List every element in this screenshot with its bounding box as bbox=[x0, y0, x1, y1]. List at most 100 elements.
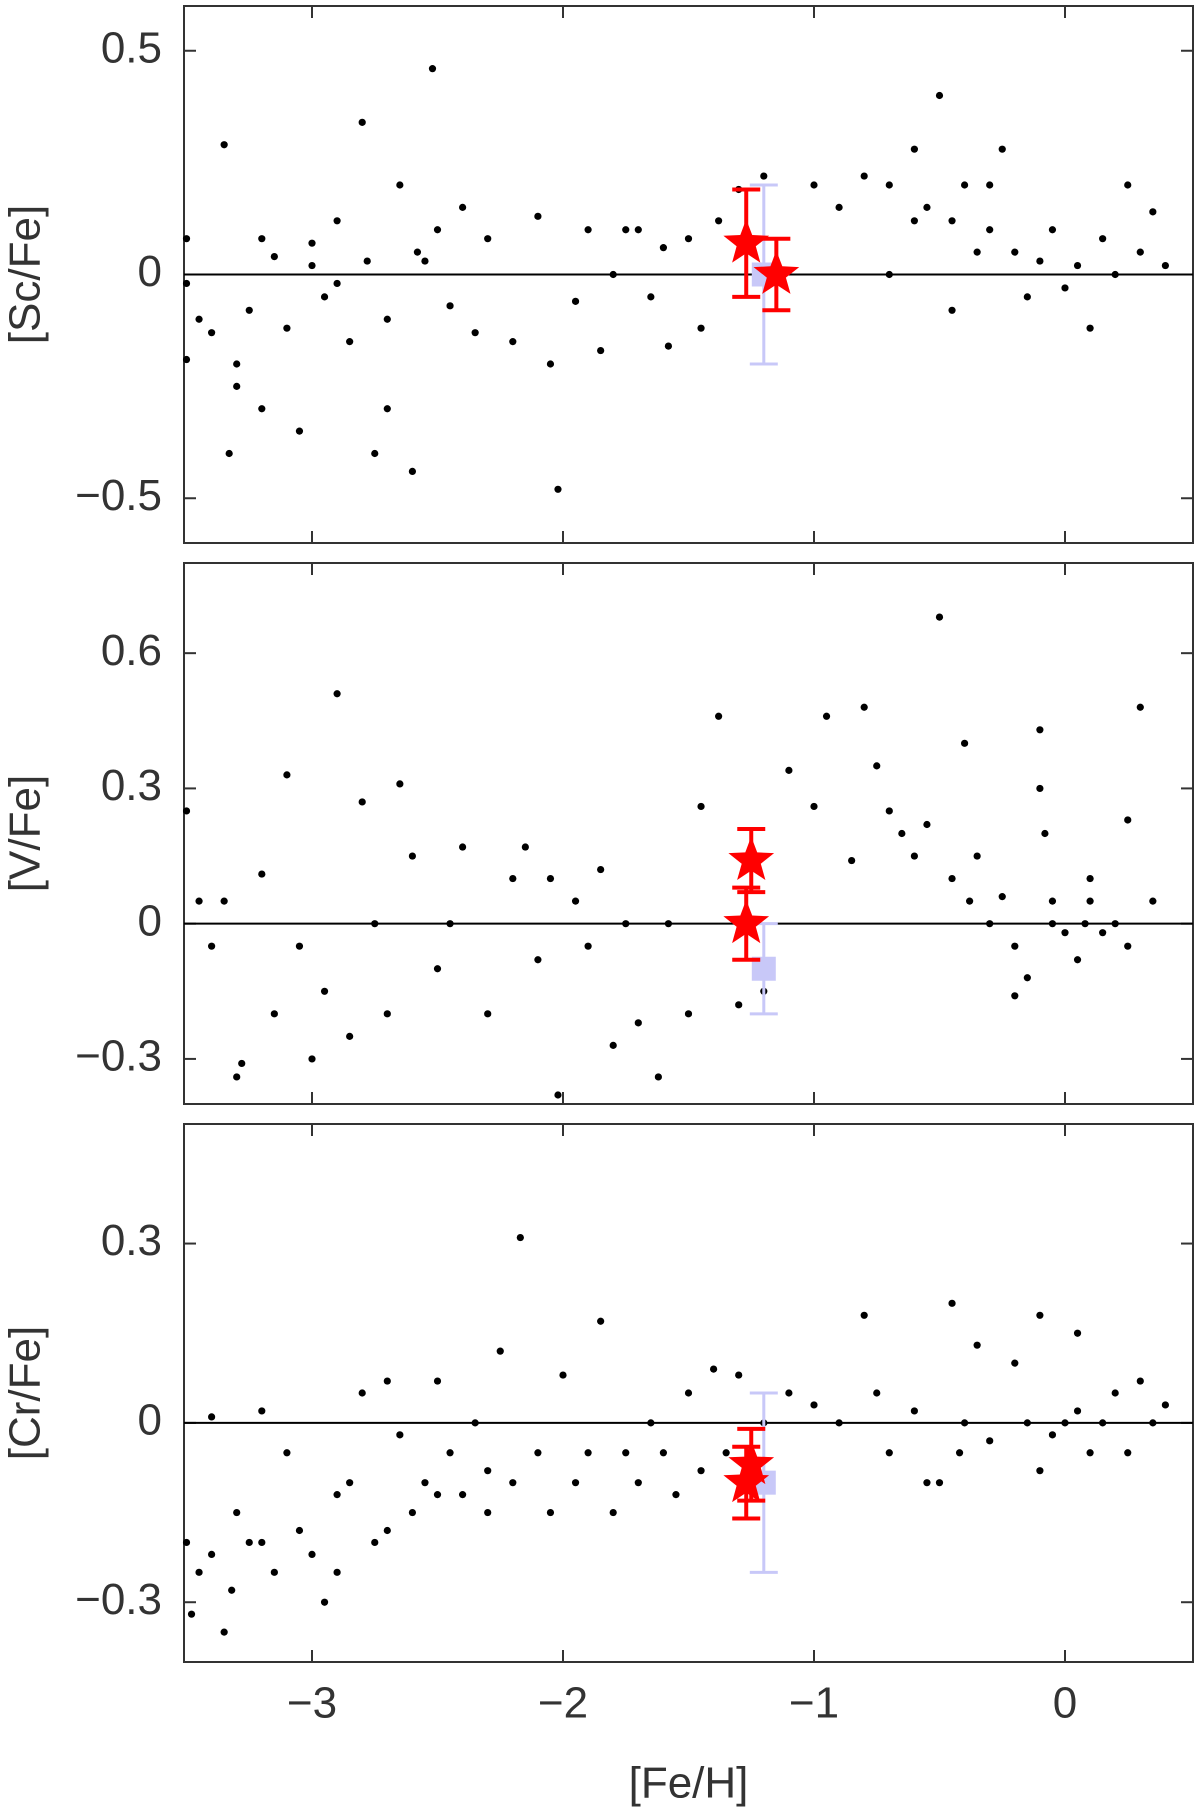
data-point bbox=[484, 1467, 492, 1475]
data-point bbox=[308, 239, 316, 247]
data-point bbox=[408, 467, 417, 475]
data-point bbox=[584, 226, 592, 234]
data-point bbox=[986, 181, 994, 189]
data-point bbox=[697, 1467, 705, 1475]
data-point bbox=[1086, 897, 1094, 905]
data-point bbox=[516, 1233, 524, 1242]
data-point bbox=[998, 893, 1006, 901]
data-point bbox=[935, 91, 944, 100]
y-tick-label: 0 bbox=[138, 1396, 162, 1445]
data-point bbox=[333, 1491, 341, 1499]
data-point bbox=[1161, 1401, 1169, 1409]
y-axis-label: [Cr/Fe] bbox=[1, 1326, 50, 1460]
y-tick-label: −0.3 bbox=[75, 1032, 162, 1081]
data-point bbox=[208, 329, 216, 337]
data-point bbox=[684, 1389, 693, 1397]
data-point bbox=[1073, 261, 1082, 270]
data-point bbox=[998, 145, 1006, 153]
data-point bbox=[258, 870, 266, 878]
data-point bbox=[182, 1538, 191, 1547]
data-point bbox=[1048, 920, 1057, 928]
data-point bbox=[559, 1371, 567, 1379]
data-point bbox=[709, 1365, 718, 1373]
data-point bbox=[233, 360, 241, 368]
data-point bbox=[383, 1377, 391, 1385]
data-point bbox=[358, 1389, 366, 1397]
data-point bbox=[1048, 1431, 1057, 1439]
data-point bbox=[383, 1526, 391, 1535]
data-point bbox=[647, 1419, 655, 1427]
data-point bbox=[534, 956, 542, 964]
data-point bbox=[220, 141, 228, 149]
data-point bbox=[810, 181, 818, 189]
data-point bbox=[664, 342, 673, 350]
data-point bbox=[735, 1371, 743, 1379]
data-point bbox=[1023, 293, 1031, 301]
data-point bbox=[245, 306, 253, 314]
data-point bbox=[1011, 1359, 1019, 1367]
data-point bbox=[534, 212, 542, 220]
data-point bbox=[860, 172, 868, 180]
data-point bbox=[1136, 1377, 1144, 1385]
data-point bbox=[371, 920, 379, 928]
data-point bbox=[1041, 829, 1049, 838]
data-point bbox=[609, 1508, 617, 1517]
data-point bbox=[383, 315, 391, 323]
data-point bbox=[320, 1598, 329, 1606]
data-point bbox=[1149, 208, 1157, 216]
data-point bbox=[208, 1413, 216, 1421]
data-point bbox=[948, 306, 956, 314]
star-marker bbox=[728, 1440, 775, 1485]
data-point bbox=[634, 226, 642, 234]
y-axis-label: [Sc/Fe] bbox=[1, 205, 50, 344]
data-point bbox=[1111, 1389, 1119, 1397]
data-point bbox=[333, 690, 341, 698]
data-point bbox=[333, 1568, 341, 1576]
data-point bbox=[358, 798, 366, 806]
data-point bbox=[1036, 784, 1044, 793]
data-point bbox=[948, 1299, 956, 1307]
data-point bbox=[986, 920, 994, 928]
data-point bbox=[546, 1508, 555, 1517]
x-tick-label: 0 bbox=[1053, 1679, 1077, 1728]
data-point bbox=[885, 270, 893, 279]
data-point bbox=[245, 1538, 253, 1547]
data-point bbox=[785, 1389, 793, 1397]
data-point bbox=[1124, 1449, 1132, 1457]
data-point bbox=[546, 360, 555, 368]
data-point bbox=[195, 315, 203, 323]
data-point bbox=[659, 244, 668, 252]
data-point bbox=[910, 145, 918, 153]
y-tick-label: −0.5 bbox=[75, 471, 162, 520]
data-point bbox=[571, 1479, 580, 1487]
data-point bbox=[966, 897, 974, 905]
data-point bbox=[1048, 897, 1057, 905]
data-point bbox=[258, 235, 266, 243]
y-tick-label: 0.3 bbox=[101, 761, 162, 810]
data-point bbox=[597, 346, 605, 355]
y-tick-label: 0 bbox=[138, 247, 162, 296]
data-point bbox=[1136, 248, 1144, 256]
data-point bbox=[371, 1538, 379, 1547]
data-point bbox=[684, 1010, 693, 1018]
data-point bbox=[1023, 974, 1031, 982]
data-point bbox=[1099, 235, 1107, 243]
data-point bbox=[885, 181, 893, 189]
data-point bbox=[358, 118, 366, 126]
y-tick-label: 0.5 bbox=[101, 23, 162, 72]
data-point bbox=[1036, 1467, 1044, 1475]
plot-frame bbox=[183, 1123, 1194, 1663]
data-point bbox=[654, 1073, 662, 1081]
data-point bbox=[1124, 942, 1132, 950]
star-marker bbox=[728, 836, 775, 880]
data-point bbox=[446, 302, 454, 310]
data-point bbox=[433, 1377, 442, 1385]
data-point bbox=[935, 613, 944, 621]
data-point bbox=[684, 235, 693, 243]
data-point bbox=[697, 324, 705, 332]
x-tick-label: −1 bbox=[789, 1679, 839, 1728]
data-point bbox=[421, 1479, 429, 1487]
data-point bbox=[283, 771, 291, 779]
data-point bbox=[228, 1586, 236, 1594]
data-point bbox=[521, 843, 529, 851]
